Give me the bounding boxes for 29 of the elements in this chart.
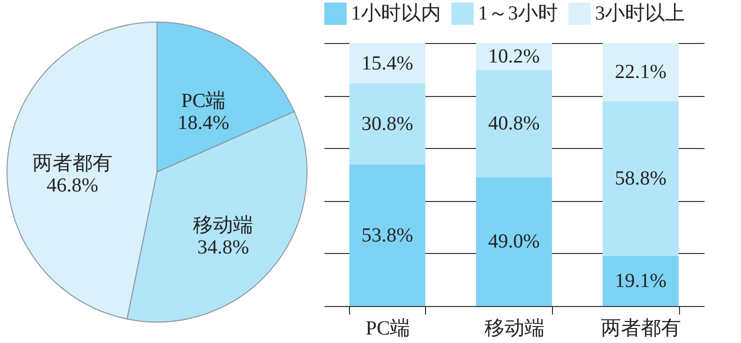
bar (476, 70, 552, 178)
data-label: 58.8% (614, 167, 667, 190)
legend-label: 1小时以内 (351, 2, 441, 25)
legend-label: 3小时以上 (595, 2, 685, 25)
slice-label: 两者都有 (32, 152, 112, 174)
bar (476, 177, 552, 306)
x-tick-label: 移动端 (484, 318, 544, 340)
slice-label: PC端 (181, 90, 226, 112)
data-label: 19.1% (614, 270, 667, 292)
data-label: 15.4% (361, 52, 414, 74)
legend-label: 1～3小时 (478, 2, 558, 25)
data-label: 49.0% (488, 230, 540, 253)
x-tick-label: 两者都有 (601, 318, 682, 340)
bar (602, 256, 679, 306)
bar (602, 43, 679, 102)
data-label: 18.4% (178, 112, 230, 134)
data-label: 46.8% (46, 174, 98, 196)
bar (349, 43, 426, 84)
bar (349, 84, 426, 165)
x-tick-label: PC端 (366, 318, 410, 340)
bar (602, 101, 679, 256)
bar (349, 164, 426, 306)
data-label: 53.8% (361, 224, 414, 246)
data-label: 22.1% (614, 61, 667, 84)
slice-label: 移动端 (193, 214, 254, 236)
data-label: 10.2% (488, 45, 540, 68)
data-label: 34.8% (197, 236, 250, 258)
data-label: 30.8% (361, 113, 414, 136)
data-label: 40.8% (488, 112, 540, 134)
